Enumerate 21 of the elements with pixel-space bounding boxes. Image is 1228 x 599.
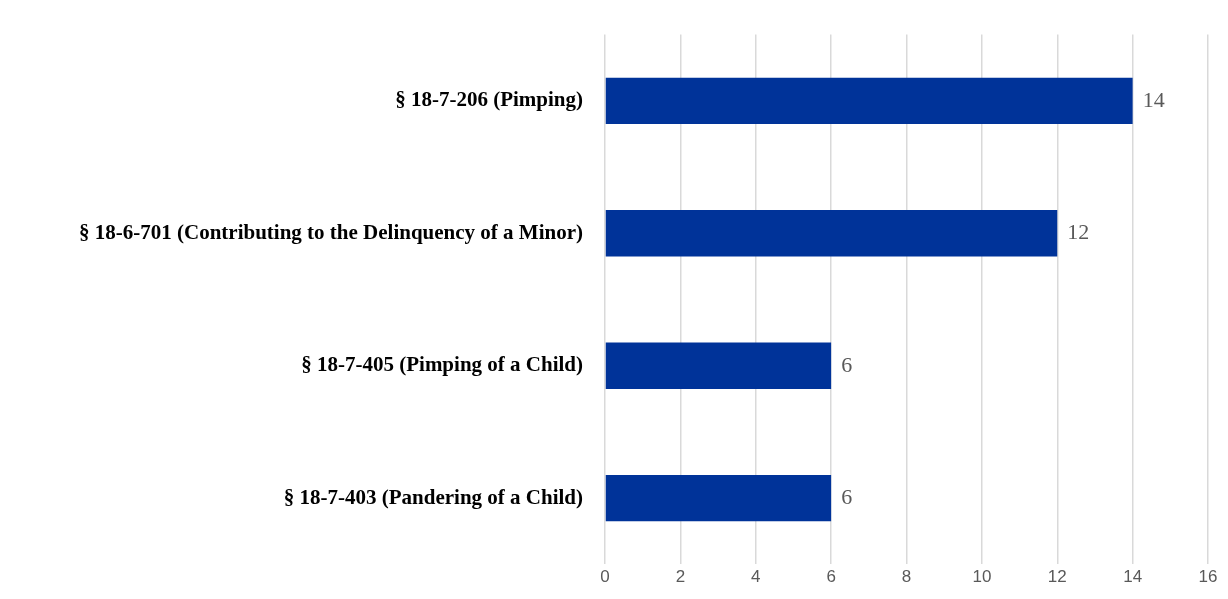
x-tick-label: 8 — [901, 567, 912, 587]
bar — [605, 475, 832, 522]
data-label: 14 — [1142, 86, 1165, 112]
y-tick-label: § 18-7-403 (Pandering of a Child) — [283, 484, 584, 509]
x-tick-label: 14 — [1123, 567, 1143, 587]
x-tick-label: 0 — [600, 567, 610, 587]
bar — [605, 77, 1133, 124]
y-tick-label: § 18-7-206 (Pimping) — [395, 87, 583, 112]
x-tick-label: 12 — [1047, 567, 1067, 587]
data-label: 12 — [1067, 219, 1090, 245]
x-tick-label: 10 — [972, 567, 992, 587]
data-label: 6 — [841, 483, 853, 509]
x-tick-label: 6 — [826, 567, 836, 587]
bar — [605, 342, 832, 389]
x-tick-label: 2 — [675, 567, 686, 587]
data-label: 6 — [841, 351, 853, 377]
x-tick-label: 16 — [1198, 567, 1218, 587]
y-tick-label: § 18-6-701 (Contributing to the Delinquency of a Minor) — [79, 219, 583, 244]
y-tick-label: § 18-7-405 (Pimping of a Child) — [301, 352, 583, 377]
x-tick-label: 4 — [751, 567, 761, 587]
bar — [605, 210, 1058, 257]
